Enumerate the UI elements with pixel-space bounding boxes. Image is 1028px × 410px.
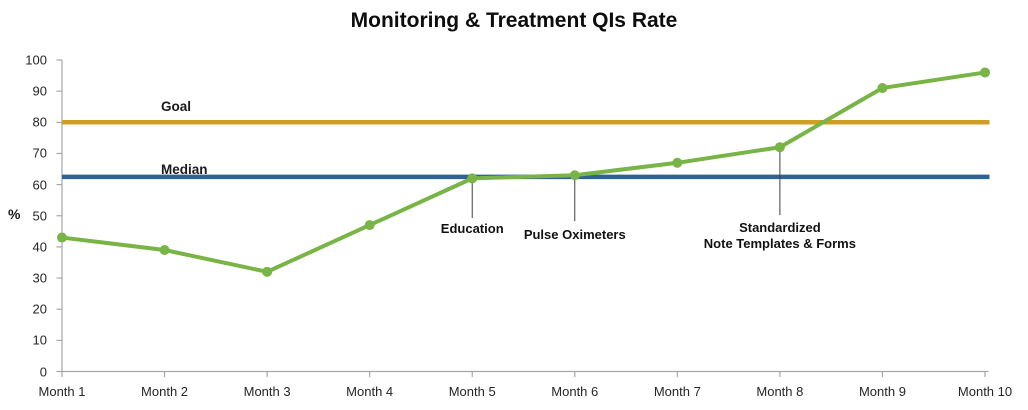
x-axis-tick-label: Month 6 [551, 384, 599, 399]
annotation-standardized-text-line1: Standardized [739, 220, 821, 235]
x-axis-tick-label: Month 4 [346, 384, 394, 399]
chart-title: Monitoring & Treatment QIs Rate [350, 9, 678, 32]
goal-line-label: Goal [161, 99, 192, 114]
series-line [60, 70, 987, 274]
data-point-marker [262, 266, 273, 277]
data-point-marker [774, 142, 785, 153]
x-axis-tick-label: Month 5 [448, 384, 496, 399]
data-point-marker [467, 173, 478, 184]
data-point-marker [364, 220, 375, 231]
x-axis-tick-label: Month 8 [756, 384, 804, 399]
y-axis-tick-label: 10 [32, 332, 47, 348]
data-point-marker [672, 157, 683, 168]
y-axis-title: % [8, 206, 21, 222]
y-axis-tick-label: 90 [32, 83, 47, 99]
annotation-standardized-text-line2: Note Templates & Forms [703, 236, 856, 251]
y-axis-tick-label: 20 [32, 301, 47, 317]
y-axis-tick-label: 0 [39, 364, 47, 379]
x-axis-tick-label: Month 3 [243, 384, 291, 399]
annotation-standardized-note-templates: Standardized Note Templates & Forms [704, 220, 856, 252]
y-axis-tick-label: 100 [25, 52, 47, 68]
median-line-label: Median [161, 162, 208, 177]
data-point-marker [569, 170, 580, 181]
y-axis-tick-label: 40 [32, 239, 47, 255]
annotation-education-text: Education [440, 221, 504, 236]
y-axis-tick-label: 80 [32, 114, 47, 130]
y-axis-tick-label: 60 [32, 177, 47, 193]
x-axis-tick-label: Month 9 [858, 384, 906, 399]
y-axis-tick-label: 50 [32, 208, 47, 224]
x-axis-tick-label: Month 1 [38, 384, 86, 399]
annotation-pulse-oximeters: Pulse Oximeters [524, 227, 626, 243]
annotation-education: Education [441, 221, 504, 237]
data-point-marker [980, 67, 990, 78]
data-point-marker [159, 245, 170, 256]
y-axis-tick-label: 70 [32, 145, 47, 161]
data-point-marker [57, 232, 67, 243]
x-axis-tick-label: Month 2 [141, 384, 189, 399]
data-point-marker [877, 83, 888, 94]
x-axis-tick-label: Month 7 [653, 384, 701, 399]
y-axis-tick-label: 30 [32, 270, 47, 286]
x-axis-tick-label: Month 10 [957, 384, 1013, 399]
annotation-pulse-oximeters-text: Pulse Oximeters [523, 227, 626, 242]
